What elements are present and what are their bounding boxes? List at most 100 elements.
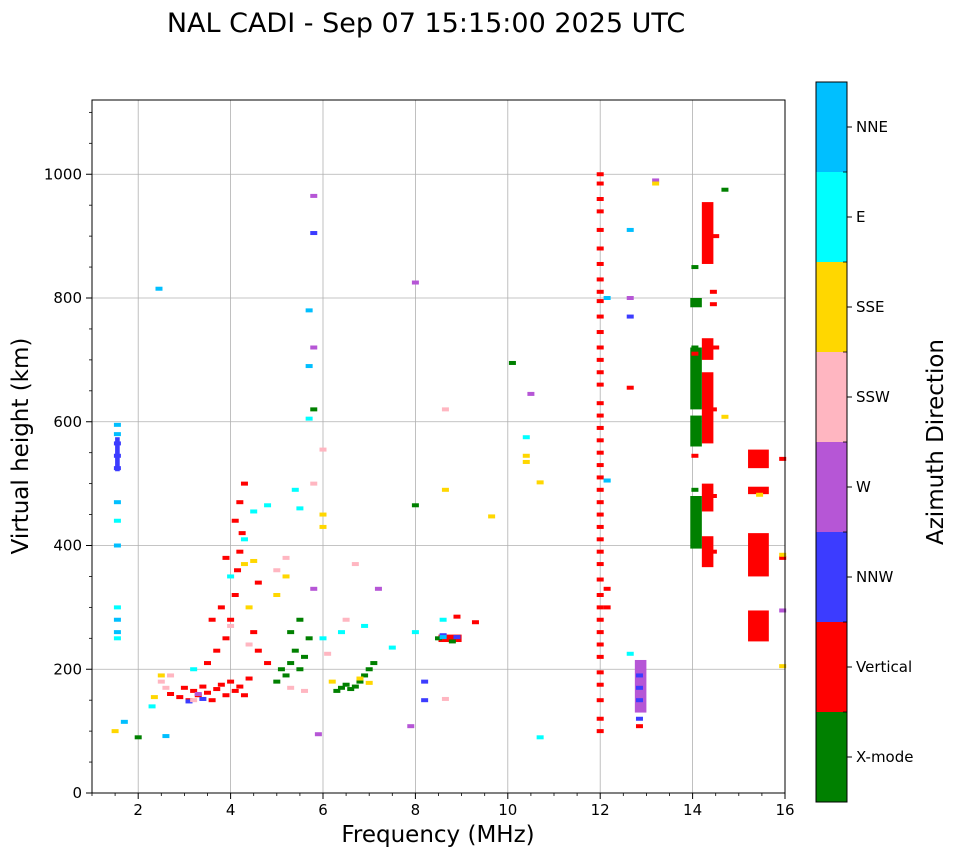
echo-point — [421, 698, 429, 703]
echo-point — [635, 661, 643, 666]
echo-point — [305, 364, 313, 369]
echo-point — [453, 635, 461, 640]
echo-block — [701, 338, 714, 360]
colorbar-segment — [816, 712, 847, 802]
echo-point — [370, 661, 378, 666]
echo-point — [113, 432, 121, 437]
echo-point — [596, 512, 604, 517]
echo-point — [596, 425, 604, 430]
echo-point — [296, 506, 304, 511]
echo-point — [756, 487, 764, 492]
echo-point — [231, 593, 239, 597]
echo-point — [691, 265, 699, 270]
echo-point — [596, 524, 604, 529]
echo-point — [301, 688, 309, 693]
echo-point — [319, 524, 327, 529]
echo-point — [522, 459, 530, 464]
colorbar-tick-label: SSW — [856, 388, 890, 406]
echo-point — [234, 568, 242, 573]
echo-point — [407, 724, 415, 729]
echo-point — [596, 357, 604, 362]
echo-point — [356, 676, 364, 681]
echo-point — [596, 487, 604, 492]
echo-point — [227, 623, 235, 628]
echo-point — [439, 635, 447, 640]
echo-point — [691, 370, 699, 375]
echo-point — [596, 617, 604, 622]
echo-point — [779, 552, 787, 557]
echo-point — [204, 661, 211, 666]
echo-block — [701, 202, 714, 264]
echo-point — [296, 617, 304, 622]
echo-point — [227, 679, 235, 684]
echo-point — [691, 543, 699, 548]
echo-point — [691, 524, 699, 529]
echo-point — [488, 514, 496, 519]
echo-point — [227, 617, 235, 622]
echo-point — [222, 555, 230, 560]
echo-point — [626, 314, 634, 319]
echo-point — [652, 178, 660, 183]
echo-point — [245, 642, 253, 647]
echo-point — [441, 696, 449, 701]
echo-point — [282, 574, 290, 579]
echo-point — [113, 453, 121, 458]
colorbar-tick-label: X-mode — [856, 748, 913, 766]
echo-point — [236, 549, 244, 554]
echo-point — [596, 605, 604, 610]
echo-point — [596, 577, 604, 582]
echo-point — [111, 729, 119, 734]
echo-point — [596, 370, 604, 375]
colorbar-segment — [816, 442, 847, 532]
echo-point — [712, 345, 720, 350]
echo-point — [245, 676, 253, 681]
echo-point — [319, 512, 327, 517]
echo-point — [113, 518, 121, 523]
echo-point — [635, 698, 643, 703]
echo-point — [162, 734, 170, 739]
x-tick-label: 16 — [775, 801, 794, 819]
echo-point — [113, 441, 121, 446]
echo-point — [626, 385, 634, 390]
echo-point — [756, 456, 764, 461]
echo-point — [240, 693, 248, 698]
echo-block — [701, 372, 714, 444]
echo-point — [254, 648, 262, 653]
colorbar-segment — [816, 262, 847, 352]
echo-point — [342, 617, 350, 622]
echo-point — [167, 692, 175, 696]
y-tick-label: 0 — [72, 784, 82, 802]
echo-point — [287, 661, 295, 666]
echo-point — [652, 181, 660, 186]
echo-point — [603, 586, 611, 591]
echo-point — [691, 345, 699, 350]
x-tick-label: 12 — [591, 801, 610, 819]
echo-point — [596, 345, 604, 350]
x-axis-label: Frequency (MHz) — [341, 822, 534, 848]
echo-point — [779, 608, 787, 613]
colorbar-tick-label: NNW — [856, 568, 893, 586]
echo-point — [264, 661, 272, 666]
echo-point — [596, 299, 604, 304]
echo-point — [155, 286, 163, 291]
echo-point — [217, 682, 225, 687]
echo-point — [273, 679, 281, 684]
echo-point — [471, 620, 479, 625]
echo-point — [337, 685, 345, 690]
echo-point — [435, 636, 442, 641]
echo-point — [596, 593, 604, 597]
y-tick-label: 200 — [53, 660, 82, 678]
echo-point — [227, 574, 235, 579]
x-tick-label: 14 — [683, 801, 702, 819]
echo-point — [113, 543, 121, 548]
echo-point — [113, 422, 121, 427]
echo-point — [324, 651, 332, 656]
echo-point — [113, 617, 121, 622]
colorbar-segment — [816, 82, 847, 172]
echo-point — [596, 289, 604, 294]
echo-point — [199, 696, 207, 701]
y-tick-label: 600 — [53, 413, 82, 431]
echo-point — [351, 684, 359, 689]
echo-point — [291, 487, 299, 492]
echo-point — [596, 549, 604, 554]
